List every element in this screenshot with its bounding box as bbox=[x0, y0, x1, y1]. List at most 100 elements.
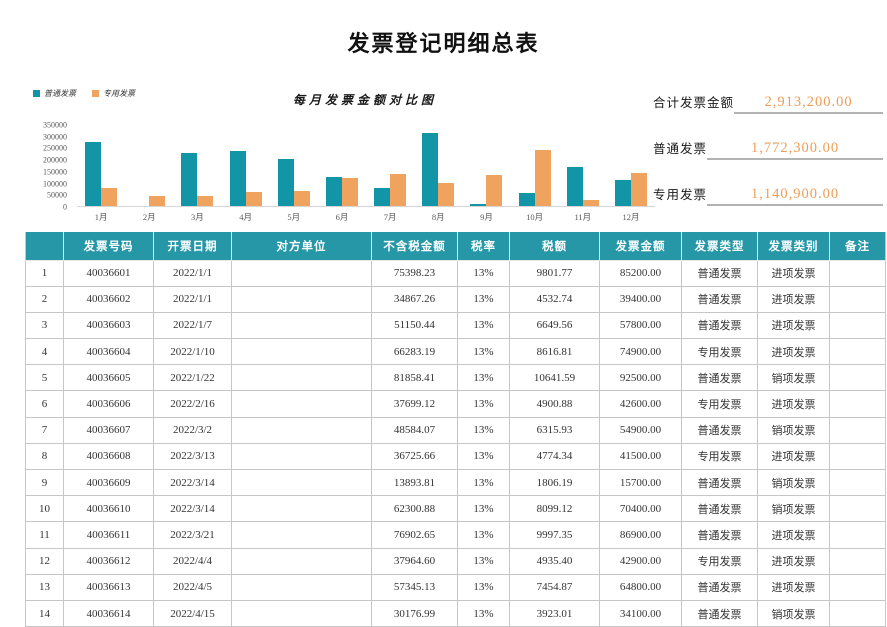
x-axis-label: 4月 bbox=[239, 212, 252, 222]
y-axis-tick: 50000 bbox=[47, 190, 67, 200]
x-axis-label: 3月 bbox=[191, 212, 204, 222]
table-body: 1 40036601 2022/1/1 75398.23 13% 9801.77 85200… bbox=[25, 259, 886, 627]
table-cell: 40036607 bbox=[63, 416, 154, 444]
table-cell: 62300.88 bbox=[371, 495, 458, 523]
table-cell: 普通发票 bbox=[681, 364, 758, 392]
table-cell bbox=[829, 573, 886, 601]
table-cell: 普通发票 bbox=[681, 495, 758, 523]
bar-regular-invoice bbox=[277, 159, 294, 206]
table-cell: 40036609 bbox=[63, 468, 154, 497]
table-header-cell: 备注 bbox=[829, 232, 886, 261]
table-cell: 7 bbox=[25, 416, 64, 444]
table-cell: 54900.00 bbox=[599, 416, 682, 444]
table-row: 10 40036610 2022/3/14 62300.88 13% 8099.12 704… bbox=[25, 495, 886, 523]
table-cell bbox=[231, 338, 372, 366]
table-cell: 13% bbox=[457, 468, 510, 497]
table-cell bbox=[829, 390, 886, 418]
table-cell: 13% bbox=[457, 547, 510, 575]
table-header-cell: 发票号码 bbox=[63, 232, 154, 261]
table-header-cell: 税率 bbox=[457, 232, 510, 261]
table-cell: 普通发票 bbox=[681, 259, 758, 287]
table-cell: 2022/3/21 bbox=[153, 521, 232, 549]
summary-regular-row: 普通发票 1,772,300.00 bbox=[653, 138, 883, 160]
table-cell: 2022/1/1 bbox=[153, 259, 232, 287]
table-cell: 13% bbox=[457, 311, 510, 340]
table-cell: 7454.87 bbox=[509, 573, 600, 601]
table-cell: 40036606 bbox=[63, 390, 154, 418]
table-cell bbox=[231, 390, 372, 418]
x-axis-label: 1月 bbox=[94, 212, 108, 222]
table-cell: 70400.00 bbox=[599, 495, 682, 523]
table-cell: 2 bbox=[25, 285, 64, 313]
table-cell: 2022/1/10 bbox=[153, 338, 232, 366]
table-cell: 进项发票 bbox=[757, 442, 830, 471]
table-cell: 3 bbox=[25, 311, 64, 340]
table-cell: 普通发票 bbox=[681, 573, 758, 601]
table-cell: 40036601 bbox=[63, 259, 154, 287]
table-cell bbox=[231, 259, 372, 287]
y-axis-tick: 300000 bbox=[43, 132, 67, 142]
y-axis-tick: 350000 bbox=[43, 120, 67, 130]
table-cell bbox=[829, 259, 886, 287]
table-cell: 42900.00 bbox=[599, 547, 682, 575]
table-row: 5 40036605 2022/1/22 81858.41 13% 10641.59 925… bbox=[25, 364, 886, 392]
invoice-table: 发票号码 开票日期 对方单位 不含税金额 税率 税额 发票金额 发票类型 发票类别 备注 1 400… bbox=[25, 232, 886, 627]
y-axis-tick: 250000 bbox=[43, 143, 67, 153]
bar-group bbox=[559, 125, 607, 206]
bar-group bbox=[462, 125, 510, 206]
x-axis-labels: 1月 2月 3月 4月 5月 6月 7月 8月 9月 10月 11月 12月 bbox=[77, 211, 655, 223]
table-cell bbox=[231, 416, 372, 444]
table-cell: 37964.60 bbox=[371, 547, 458, 575]
table-header-cell: 税额 bbox=[509, 232, 600, 261]
x-axis-label: 9月 bbox=[480, 212, 493, 222]
table-cell: 13% bbox=[457, 521, 510, 549]
table-cell bbox=[231, 521, 372, 549]
table-cell: 销项发票 bbox=[757, 416, 830, 444]
summary-total-row: 合计发票金额 2,913,200.00 bbox=[653, 92, 883, 114]
table-cell: 37699.12 bbox=[371, 390, 458, 418]
legend-swatch-icon bbox=[92, 90, 99, 97]
table-cell: 57800.00 bbox=[599, 311, 682, 340]
table-header-cell bbox=[25, 232, 64, 261]
table-row: 7 40036607 2022/3/2 48584.07 13% 6315.93 54900… bbox=[25, 416, 886, 444]
table-cell bbox=[829, 495, 886, 523]
bar-regular-invoice bbox=[325, 177, 342, 206]
table-cell: 11 bbox=[25, 521, 64, 549]
table-cell: 进项发票 bbox=[757, 338, 830, 366]
table-cell: 75398.23 bbox=[371, 259, 458, 287]
table-cell: 13% bbox=[457, 599, 510, 627]
table-cell: 40036611 bbox=[63, 521, 154, 549]
table-cell: 42600.00 bbox=[599, 390, 682, 418]
x-axis-label: 5月 bbox=[287, 212, 301, 222]
table-cell: 10 bbox=[25, 495, 64, 523]
table-row: 1 40036601 2022/1/1 75398.23 13% 9801.77 85200… bbox=[25, 259, 886, 287]
legend-label: 专用发票 bbox=[103, 89, 135, 98]
summary-panel: 合计发票金额 2,913,200.00 普通发票 1,772,300.00 专用… bbox=[653, 92, 883, 206]
table-cell: 进项发票 bbox=[757, 259, 830, 287]
table-cell: 57345.13 bbox=[371, 573, 458, 601]
table-cell bbox=[231, 285, 372, 313]
bar-special-invoice bbox=[245, 192, 262, 206]
table-cell: 专用发票 bbox=[681, 390, 758, 418]
plot-area bbox=[77, 125, 655, 207]
bar-special-invoice bbox=[630, 173, 647, 206]
table-cell: 13% bbox=[457, 338, 510, 366]
y-axis-tick: 100000 bbox=[43, 179, 67, 189]
x-axis-label: 7月 bbox=[383, 212, 397, 222]
table-cell bbox=[231, 599, 372, 627]
table-cell: 普通发票 bbox=[681, 285, 758, 313]
bar-regular-invoice bbox=[614, 180, 631, 206]
table-cell: 4935.40 bbox=[509, 547, 600, 575]
table-cell: 40036613 bbox=[63, 573, 154, 601]
table-cell: 13% bbox=[457, 390, 510, 418]
table-cell: 40036612 bbox=[63, 547, 154, 575]
legend-swatch-icon bbox=[33, 90, 40, 97]
table-row: 4 40036604 2022/1/10 66283.19 13% 8616.81 7490… bbox=[25, 338, 886, 366]
table-cell bbox=[829, 442, 886, 471]
bar-special-invoice bbox=[197, 196, 214, 206]
table-row: 14 40036614 2022/4/15 30176.99 13% 3923.01 341… bbox=[25, 599, 886, 627]
table-row: 6 40036606 2022/2/16 37699.12 13% 4900.88 4260… bbox=[25, 390, 886, 418]
summary-special-row: 专用发票 1,140,900.00 bbox=[653, 184, 883, 206]
table-header-cell: 不含税金额 bbox=[371, 232, 458, 261]
